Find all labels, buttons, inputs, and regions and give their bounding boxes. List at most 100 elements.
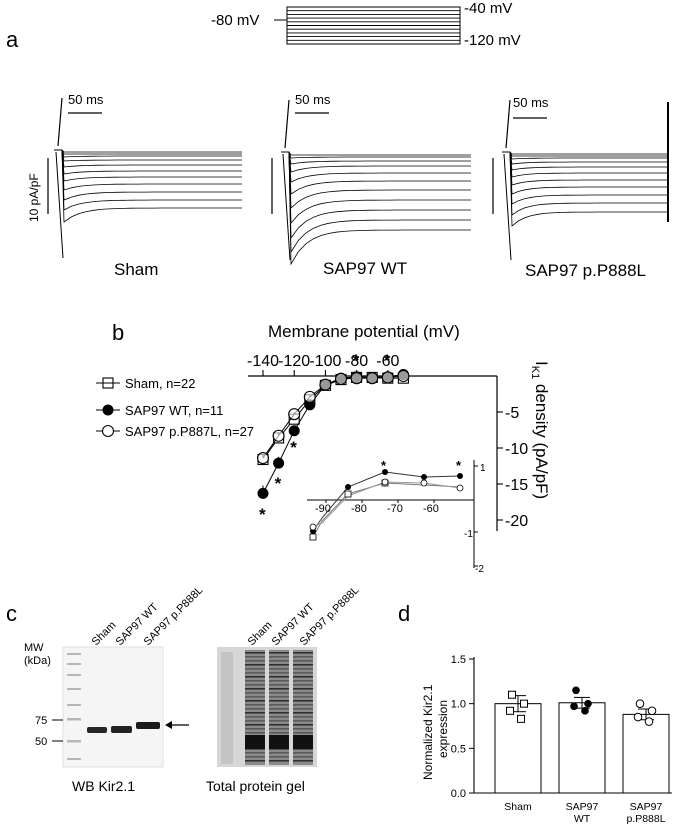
legend-marker-circle-open (101, 424, 115, 438)
mw-label: MW (24, 642, 44, 654)
gel-band (293, 724, 313, 726)
gel-band (269, 720, 289, 722)
gel-band (269, 652, 289, 654)
gel-band (293, 716, 313, 718)
gel-band (293, 728, 313, 730)
legend-sham: Sham, n=22 (125, 376, 195, 391)
iv-point-sap97-p887l (334, 372, 348, 385)
bar-point (633, 712, 643, 722)
gel-ladder-lane (221, 652, 233, 764)
bar-y-tick-label: 0.0 (451, 788, 466, 800)
iv-series-line (262, 376, 404, 460)
gel-band (269, 664, 289, 666)
arrow-head-icon (165, 721, 172, 729)
iv-x-tick-label: -80 (345, 353, 368, 370)
iv-plot: -140 -120 -100 -80 -60 -5-10-15-20 **** * IK1… (96, 351, 551, 575)
gel-band (293, 732, 313, 734)
gel-band (269, 752, 289, 754)
bar-point (572, 686, 580, 695)
current-trace (281, 151, 471, 183)
gel-band (269, 660, 289, 662)
current-trace (502, 151, 668, 157)
gel-band (293, 692, 313, 694)
current-trace (54, 149, 242, 182)
gel-band (293, 676, 313, 678)
significance-star: * (259, 505, 266, 524)
bar-y-ticks: 0.0 0.5 1.0 1.5 (451, 654, 474, 800)
gel-band (245, 692, 265, 694)
iv-point-sap97-p887l (303, 390, 316, 403)
gel-band (269, 692, 289, 694)
current-traces (54, 97, 242, 259)
significance-stars: * * * * * (259, 351, 391, 524)
voltage-protocol: -80 mV -40 mV -120 mV (211, 0, 521, 49)
gel-band (293, 656, 313, 658)
current-trace (54, 149, 242, 223)
legend-sap97-wt: SAP97 WT, n=11 (125, 403, 223, 418)
gel-band (293, 756, 313, 758)
capacitive-transient (55, 151, 64, 259)
bar-point (506, 706, 514, 715)
iv-point-sap97-p887l (319, 378, 332, 391)
inset-y-tick: 1 (480, 463, 486, 474)
current-trace (54, 149, 242, 201)
gel-band-strong (293, 735, 313, 749)
bar (558, 702, 606, 794)
gel-band (269, 716, 289, 718)
current-trace (502, 151, 668, 178)
gel-band (269, 728, 289, 730)
protocol-top-label: -40 mV (464, 0, 512, 17)
iv-point-sap97-p887l (350, 372, 363, 385)
gel-band (269, 688, 289, 690)
gel-band-strong (269, 735, 289, 749)
gel-band-strong (245, 735, 265, 749)
gel-band (293, 672, 313, 674)
bar-y-tick-label: 1.5 (451, 654, 466, 666)
gel-band (293, 720, 313, 722)
gel-band (269, 724, 289, 726)
gel-band (245, 720, 265, 722)
bar-point (520, 699, 528, 708)
gel-band (269, 656, 289, 658)
iv-point-sap97-p887l (288, 408, 301, 421)
protocol-hold-label: -80 mV (211, 12, 259, 29)
current-trace (54, 149, 242, 162)
panel-d-letter: d (398, 601, 410, 626)
significance-star: * (353, 351, 360, 370)
trace-label-sap97-wt: SAP97 WT (323, 259, 407, 278)
iv-y-label: IK1 density (pA/pF) (529, 361, 551, 499)
capacitive-transient (282, 153, 291, 261)
bar (622, 713, 670, 794)
bar-point (584, 699, 592, 708)
iv-y-tick-label: -15 (505, 477, 528, 494)
iv-point-sap97-wt (288, 425, 300, 437)
gel-band (269, 704, 289, 706)
gel-band (245, 760, 265, 762)
panel-c-letter: c (6, 601, 17, 626)
time-scale-label: 50 ms (68, 92, 104, 107)
gel-band (293, 680, 313, 682)
iv-point-sap97-p887l (256, 452, 270, 465)
bar-category-label: p.P888L (626, 813, 665, 825)
mw-unit: (kDa) (24, 655, 51, 667)
gel-band (269, 760, 289, 762)
gel-band (245, 668, 265, 670)
trace-group-sap97-p888l: 50 ms SAP97 p.P888L (492, 95, 669, 280)
gel-band (293, 696, 313, 698)
gel-band (245, 664, 265, 666)
significance-star: * (290, 438, 297, 457)
gel-band (269, 708, 289, 710)
current-trace (502, 151, 668, 171)
gel-band (269, 712, 289, 714)
bar-point (517, 714, 525, 723)
bar-y-label: expression (436, 700, 450, 758)
gel-lane-label-sham: Sham (246, 619, 275, 648)
inset-x-tick: -80 (351, 503, 367, 515)
bar (494, 703, 542, 794)
gel-band (269, 668, 289, 670)
iv-point-sap97-wt (273, 457, 285, 469)
gel-band (293, 664, 313, 666)
inset-x-tick: -90 (315, 503, 331, 515)
gel-band (293, 668, 313, 670)
bar-marks (494, 686, 670, 794)
